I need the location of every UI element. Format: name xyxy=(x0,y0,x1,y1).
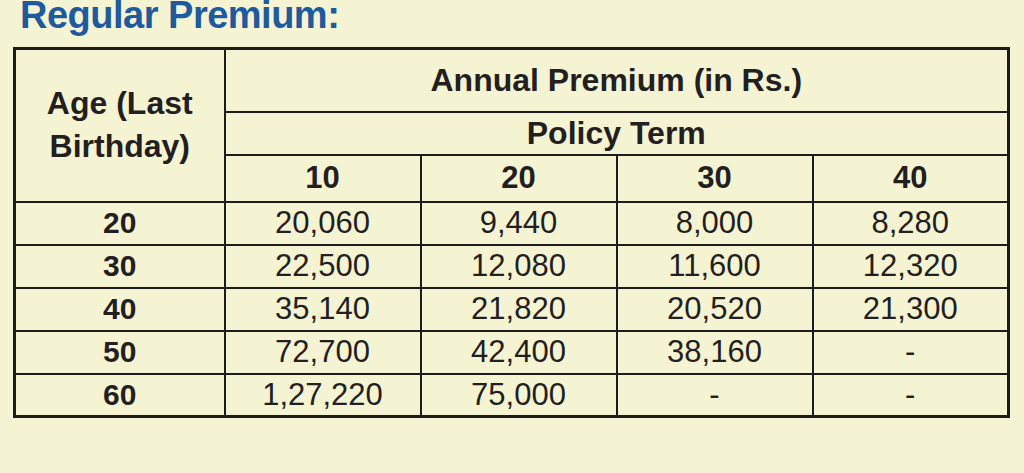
premium-cell: 12,320 xyxy=(813,245,1009,288)
table-row-age-50: 50 72,700 42,400 38,160 - xyxy=(15,331,1009,374)
age-cell: 50 xyxy=(15,331,225,374)
age-cell: 40 xyxy=(15,288,225,331)
premium-cell: 42,400 xyxy=(421,331,617,374)
premium-cell: 21,300 xyxy=(813,288,1009,331)
table-row-age-20: 20 20,060 9,440 8,000 8,280 xyxy=(15,202,1009,245)
premium-cell: 21,820 xyxy=(421,288,617,331)
premium-cell: - xyxy=(813,331,1009,374)
premium-cell: - xyxy=(617,374,813,417)
table-row-age-30: 30 22,500 12,080 11,600 12,320 xyxy=(15,245,1009,288)
page-title: Regular Premium: xyxy=(20,0,339,37)
premium-cell: 22,500 xyxy=(225,245,421,288)
term-header-20: 20 xyxy=(421,155,617,202)
premium-cell: 20,520 xyxy=(617,288,813,331)
term-header-40: 40 xyxy=(813,155,1009,202)
premium-cell: 1,27,220 xyxy=(225,374,421,417)
document-page: Regular Premium: Age (Last Birthday) Ann… xyxy=(0,0,1024,473)
premium-cell: 8,000 xyxy=(617,202,813,245)
premium-cell: 72,700 xyxy=(225,331,421,374)
premium-cell: 20,060 xyxy=(225,202,421,245)
premium-cell: 8,280 xyxy=(813,202,1009,245)
premium-cell: 9,440 xyxy=(421,202,617,245)
age-cell: 60 xyxy=(15,374,225,417)
policy-term-header: Policy Term xyxy=(225,112,1009,155)
annual-premium-header: Annual Premium (in Rs.) xyxy=(225,49,1009,112)
premium-cell: 75,000 xyxy=(421,374,617,417)
age-cell: 20 xyxy=(15,202,225,245)
premium-cell: 35,140 xyxy=(225,288,421,331)
term-header-10: 10 xyxy=(225,155,421,202)
age-column-header: Age (Last Birthday) xyxy=(15,49,225,202)
age-cell: 30 xyxy=(15,245,225,288)
premium-cell: 12,080 xyxy=(421,245,617,288)
premium-table: Age (Last Birthday) Annual Premium (in R… xyxy=(13,47,1010,418)
premium-cell: 11,600 xyxy=(617,245,813,288)
premium-cell: 38,160 xyxy=(617,331,813,374)
header-row-annual-premium: Age (Last Birthday) Annual Premium (in R… xyxy=(15,49,1009,112)
premium-cell: - xyxy=(813,374,1009,417)
table-row-age-60: 60 1,27,220 75,000 - - xyxy=(15,374,1009,417)
term-header-30: 30 xyxy=(617,155,813,202)
table-row-age-40: 40 35,140 21,820 20,520 21,300 xyxy=(15,288,1009,331)
